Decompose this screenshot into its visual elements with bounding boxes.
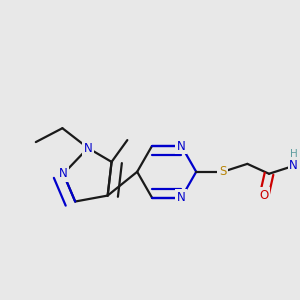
Text: N: N [59, 167, 68, 180]
Text: N: N [289, 159, 298, 172]
Text: S: S [219, 165, 226, 178]
Text: N: N [177, 140, 186, 153]
Text: N: N [177, 191, 186, 204]
Text: N: N [84, 142, 92, 154]
Text: H: H [290, 149, 298, 159]
Text: O: O [260, 189, 269, 202]
